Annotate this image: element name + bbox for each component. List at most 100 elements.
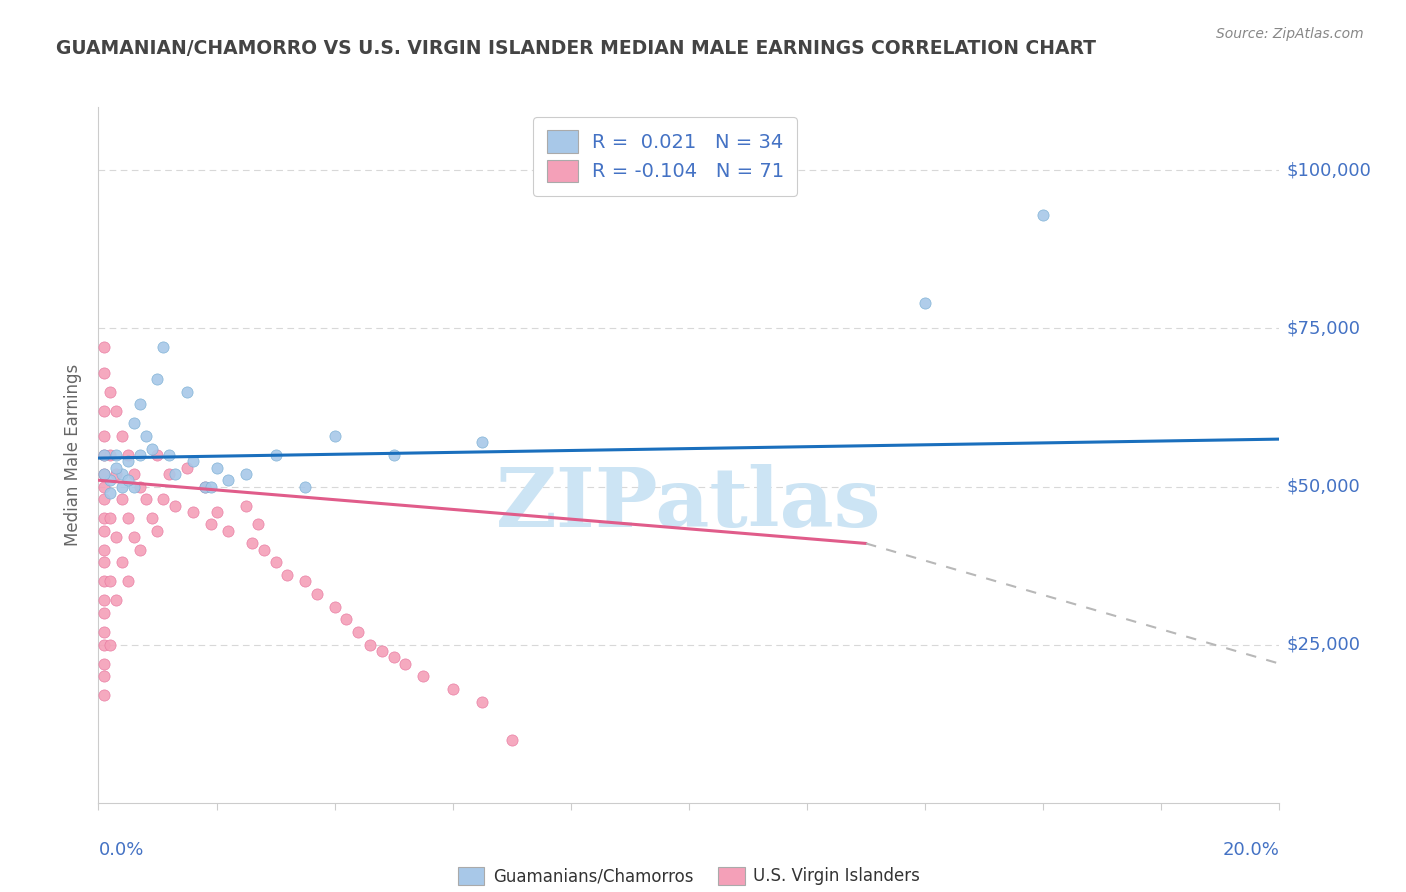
- Point: [105, 593, 128, 607]
- Point: [501, 732, 523, 747]
- Text: GUAMANIAN/CHAMORRO VS U.S. VIRGIN ISLANDER MEDIAN MALE EARNINGS CORRELATION CHAR: GUAMANIAN/CHAMORRO VS U.S. VIRGIN ISLAND…: [56, 39, 1097, 58]
- Point: [93, 467, 115, 481]
- Point: [122, 467, 145, 481]
- Point: [98, 511, 121, 525]
- Point: [98, 486, 121, 500]
- Text: 20.0%: 20.0%: [1223, 841, 1279, 859]
- Point: [128, 397, 150, 411]
- Point: [240, 536, 263, 550]
- Text: Source: ZipAtlas.com: Source: ZipAtlas.com: [1216, 27, 1364, 41]
- Point: [117, 473, 139, 487]
- Point: [165, 467, 187, 481]
- Point: [122, 479, 145, 493]
- Point: [111, 556, 134, 570]
- Point: [105, 467, 128, 481]
- Text: $25,000: $25,000: [1286, 636, 1361, 654]
- Point: [93, 340, 115, 354]
- Point: [93, 479, 115, 493]
- Point: [176, 384, 198, 399]
- Point: [371, 644, 394, 658]
- Point: [98, 473, 121, 487]
- Point: [194, 479, 217, 493]
- Point: [253, 542, 276, 557]
- Point: [93, 448, 115, 462]
- Point: [93, 638, 115, 652]
- Point: [441, 681, 464, 696]
- Point: [135, 492, 157, 507]
- Point: [93, 448, 115, 462]
- Point: [146, 524, 169, 538]
- Point: [294, 479, 316, 493]
- Point: [141, 442, 163, 456]
- Point: [135, 429, 157, 443]
- Point: [98, 384, 121, 399]
- Point: [93, 625, 115, 640]
- Point: [181, 505, 204, 519]
- Text: $50,000: $50,000: [1286, 477, 1360, 496]
- Point: [105, 460, 128, 475]
- Point: [93, 574, 115, 589]
- Point: [276, 568, 298, 582]
- Point: [152, 492, 174, 507]
- Point: [205, 460, 228, 475]
- Point: [200, 479, 222, 493]
- Point: [146, 372, 169, 386]
- Text: ZIPatlas: ZIPatlas: [496, 464, 882, 543]
- Point: [93, 593, 115, 607]
- Point: [122, 417, 145, 431]
- Point: [93, 467, 115, 481]
- Point: [264, 448, 287, 462]
- Point: [146, 448, 169, 462]
- Point: [217, 524, 239, 538]
- Point: [165, 499, 187, 513]
- Point: [157, 467, 180, 481]
- Point: [93, 429, 115, 443]
- Point: [111, 429, 134, 443]
- Point: [217, 473, 239, 487]
- Point: [111, 467, 134, 481]
- Point: [176, 460, 198, 475]
- Point: [382, 650, 405, 665]
- Point: [382, 448, 405, 462]
- Point: [394, 657, 416, 671]
- Point: [200, 517, 222, 532]
- Point: [117, 448, 139, 462]
- Point: [1032, 208, 1054, 222]
- Point: [347, 625, 370, 640]
- Point: [205, 505, 228, 519]
- Point: [93, 606, 115, 620]
- Point: [93, 688, 115, 702]
- Point: [93, 669, 115, 683]
- Point: [111, 492, 134, 507]
- Point: [305, 587, 328, 601]
- Point: [335, 612, 357, 626]
- Y-axis label: Median Male Earnings: Median Male Earnings: [65, 364, 83, 546]
- Point: [117, 511, 139, 525]
- Point: [194, 479, 217, 493]
- Point: [93, 403, 115, 417]
- Point: [359, 638, 381, 652]
- Point: [235, 499, 257, 513]
- Point: [93, 542, 115, 557]
- Point: [412, 669, 434, 683]
- Point: [117, 454, 139, 468]
- Point: [294, 574, 316, 589]
- Point: [122, 530, 145, 544]
- Point: [98, 448, 121, 462]
- Point: [128, 479, 150, 493]
- Point: [98, 574, 121, 589]
- Point: [323, 599, 346, 614]
- Point: [117, 574, 139, 589]
- Point: [98, 638, 121, 652]
- Point: [93, 511, 115, 525]
- Point: [93, 657, 115, 671]
- Point: [128, 542, 150, 557]
- Point: [105, 448, 128, 462]
- Point: [105, 530, 128, 544]
- Point: [264, 556, 287, 570]
- Point: [93, 366, 115, 380]
- Point: [235, 467, 257, 481]
- Point: [157, 448, 180, 462]
- Point: [141, 511, 163, 525]
- Point: [181, 454, 204, 468]
